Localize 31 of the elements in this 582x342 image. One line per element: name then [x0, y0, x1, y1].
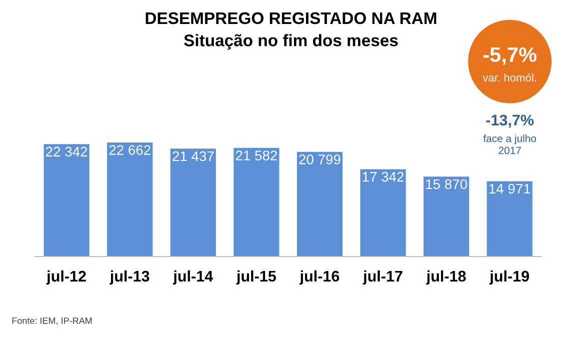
data-label: 21 582 [236, 150, 277, 160]
bar [360, 169, 406, 256]
x-tick-label: jul-14 [172, 270, 214, 285]
data-label: 22 662 [109, 145, 150, 155]
x-tick-label: jul-15 [236, 270, 276, 285]
data-label: 17 342 [362, 172, 404, 182]
data-label: 15 870 [426, 179, 468, 190]
text: -5,7% [483, 47, 536, 66]
x-tick-label: jul-12 [46, 270, 86, 285]
text: var. homól. [482, 73, 536, 82]
bar [107, 142, 153, 256]
bar [296, 152, 343, 256]
bar [486, 181, 532, 256]
text: -13,7% [486, 114, 534, 128]
x-tick-label: jul-18 [426, 270, 466, 285]
data-label: 21 437 [172, 151, 214, 162]
chart-title: DESEMPREGO REGISTADO NA RAM [146, 12, 436, 24]
bar [170, 148, 216, 256]
x-tick-label: jul-13 [110, 270, 150, 285]
data-label: 22 342 [46, 146, 88, 157]
annotation: face a julho 2017 [483, 134, 536, 154]
bar [424, 176, 470, 256]
chart-subtitle: Situação no fim dos meses [184, 34, 398, 50]
bar [44, 144, 90, 256]
data-label: 20 799 [299, 154, 340, 164]
data-label: 14 971 [489, 184, 530, 194]
x-tick-label: jul-17 [362, 270, 402, 285]
source-note: Fonte: IEM, IP-RAM [12, 318, 92, 325]
x-tick-label: jul-19 [489, 270, 529, 285]
bar [234, 148, 280, 256]
x-tick-label: jul-16 [300, 270, 340, 285]
